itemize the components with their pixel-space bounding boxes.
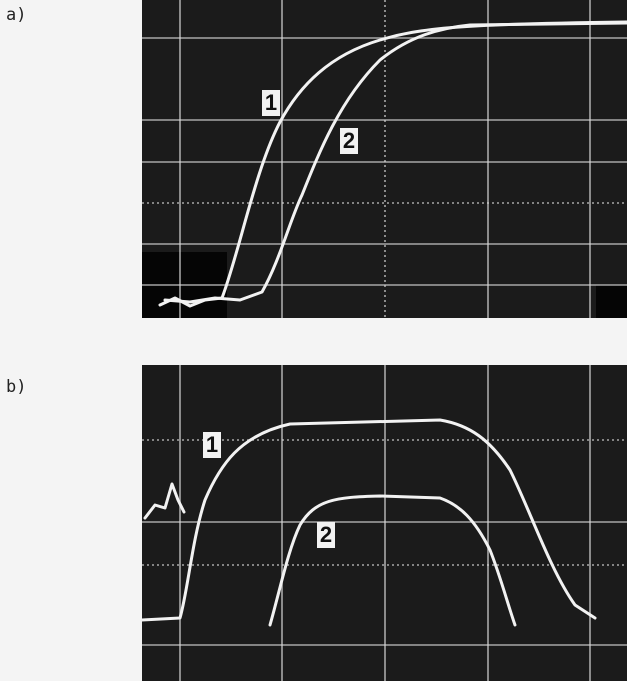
panel-label: a) [6,5,26,25]
trace-label: 1 [206,432,218,457]
trace-label: 2 [320,522,332,547]
panel-label: b) [6,377,26,397]
shade [596,285,627,318]
trace-label: 2 [343,128,355,153]
oscilloscope-figure: a) b) 1 2 1 [0,0,627,681]
trace-label: 1 [265,90,277,115]
panel-a: 1 2 [142,0,627,318]
panel-b: 1 2 [142,365,627,681]
